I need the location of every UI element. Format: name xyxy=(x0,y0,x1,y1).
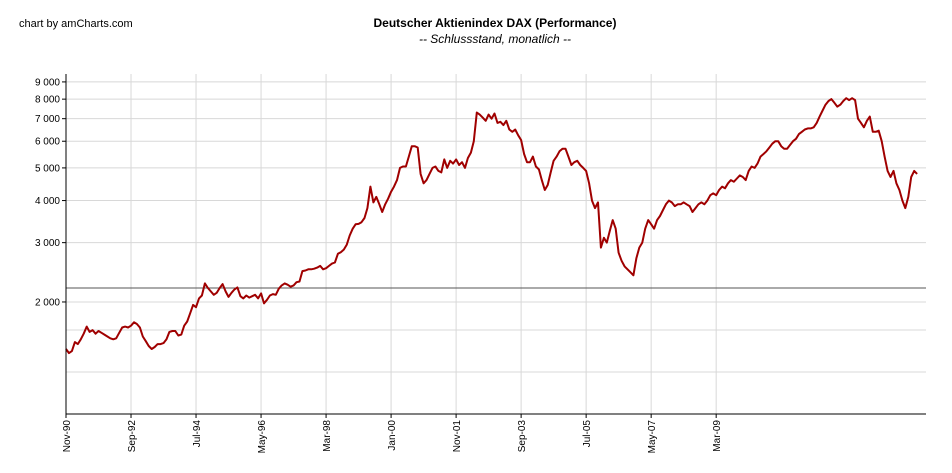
x-tick-label: Jan-00 xyxy=(387,420,398,451)
y-tick-label: 6 000 xyxy=(35,137,60,148)
chart-title: Deutscher Aktienindex DAX (Performance) xyxy=(373,16,617,30)
y-tick-label: 7 000 xyxy=(35,114,60,125)
x-tick-label: Mar-98 xyxy=(322,420,333,452)
y-tick-label: 3 000 xyxy=(35,238,60,249)
y-tick-label: 2 000 xyxy=(35,297,60,308)
x-tick-label: Nov-90 xyxy=(62,420,73,453)
x-tick-label: Jul-05 xyxy=(582,420,593,448)
x-tick-label: May-07 xyxy=(647,420,658,454)
x-tick-label: Mar-09 xyxy=(712,420,723,452)
x-tick-label: Jul-94 xyxy=(192,420,203,448)
y-tick-label: 4 000 xyxy=(35,196,60,207)
y-tick-label: 8 000 xyxy=(35,95,60,106)
dax-series-line xyxy=(65,97,918,355)
vertical-grid xyxy=(65,74,717,414)
y-tick-label: 5 000 xyxy=(35,163,60,174)
x-tick-label: Sep-92 xyxy=(127,420,138,453)
y-tick-label: 9 000 xyxy=(35,77,60,88)
chart-credit[interactable]: chart by amCharts.com xyxy=(19,18,133,30)
x-tick-label: May-96 xyxy=(257,420,268,454)
x-tick-label: Sep-03 xyxy=(517,420,528,453)
horizontal-grid xyxy=(66,81,926,373)
x-axis: Nov-90 Sep-92 Jul-94 May-96 Mar-98 Jan-00 Nov-… xyxy=(62,414,723,453)
chart-subtitle: -- Schlussstand, monatlich -- xyxy=(418,32,572,46)
x-tick-label: Nov-01 xyxy=(452,420,463,453)
y-axis: 2 000 3 000 4 000 5 000 6 000 7 000 8 000 9 000 xyxy=(35,77,66,308)
